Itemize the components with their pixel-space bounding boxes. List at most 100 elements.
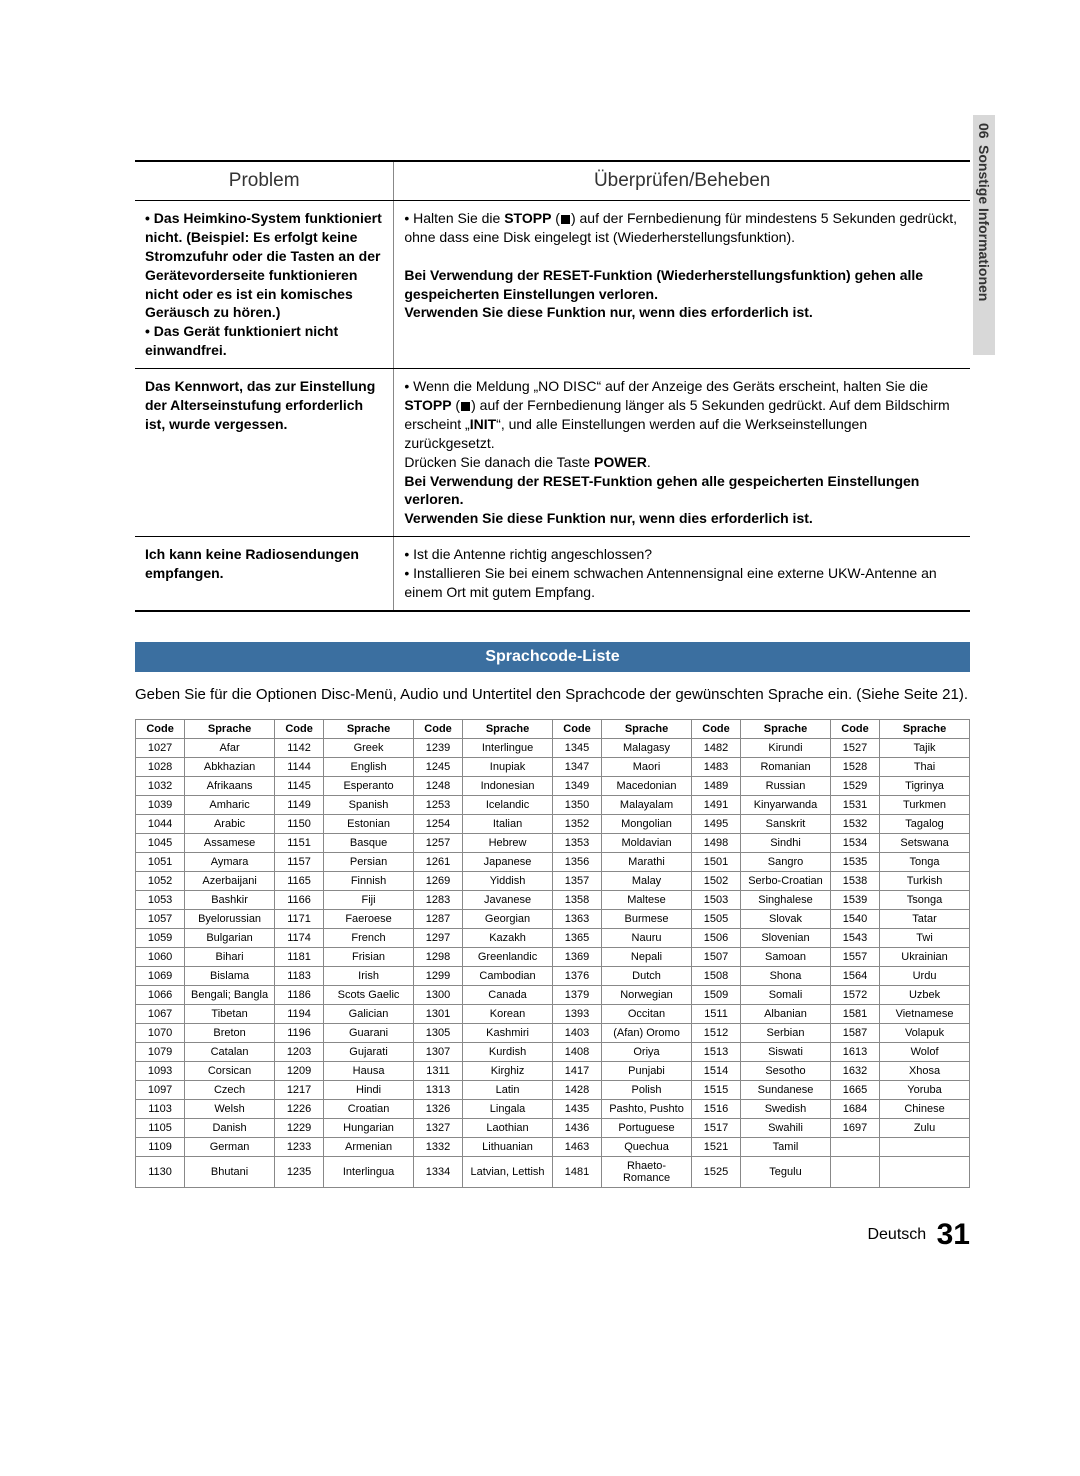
lang-name: Swahili [741, 1118, 831, 1137]
lang-code: 1665 [830, 1080, 879, 1099]
lang-code: 1352 [552, 814, 601, 833]
col-fix: Überprüfen/Beheben [394, 161, 970, 201]
lang-code: 1059 [136, 928, 185, 947]
language-list-header: Sprachcode-Liste [135, 642, 970, 672]
lang-name: Abkhazian [185, 757, 275, 776]
lang-code: 1209 [274, 1061, 323, 1080]
lang-code: 1481 [552, 1156, 601, 1187]
lang-code: 1393 [552, 1004, 601, 1023]
lang-name: Thai [880, 757, 970, 776]
lang-name: Punjabi [602, 1061, 692, 1080]
lang-code: 1070 [136, 1023, 185, 1042]
lang-name: Macedonian [602, 776, 692, 795]
lang-name: Gujarati [324, 1042, 414, 1061]
lang-code: 1528 [830, 757, 879, 776]
lang-name: Turkmen [880, 795, 970, 814]
lang-name: Nauru [602, 928, 692, 947]
lang-code: 1332 [413, 1137, 462, 1156]
lang-name: Bislama [185, 966, 275, 985]
lang-code: 1517 [691, 1118, 740, 1137]
lang-name: Ukrainian [880, 947, 970, 966]
lang-name: Tsonga [880, 890, 970, 909]
lang-name: Estonian [324, 814, 414, 833]
lang-code: 1093 [136, 1061, 185, 1080]
lang-head-code: Code [830, 719, 879, 738]
lang-name: Russian [741, 776, 831, 795]
lang-code: 1503 [691, 890, 740, 909]
lang-code: 1347 [552, 757, 601, 776]
lang-name: Chinese [880, 1099, 970, 1118]
lang-code: 1632 [830, 1061, 879, 1080]
lang-name: Malayalam [602, 795, 692, 814]
lang-code: 1051 [136, 852, 185, 871]
lang-code: 1572 [830, 985, 879, 1004]
lang-name: Maori [602, 757, 692, 776]
lang-code: 1489 [691, 776, 740, 795]
lang-head-lang: Sprache [741, 719, 831, 738]
lang-name [880, 1156, 970, 1187]
trouble-fix: • Wenn die Meldung „NO DISC“ auf der Anz… [394, 369, 970, 537]
lang-name: Czech [185, 1080, 275, 1099]
lang-code: 1483 [691, 757, 740, 776]
lang-code: 1261 [413, 852, 462, 871]
lang-name: Breton [185, 1023, 275, 1042]
lang-name: Bulgarian [185, 928, 275, 947]
lang-code: 1229 [274, 1118, 323, 1137]
lang-code: 1516 [691, 1099, 740, 1118]
lang-name: Welsh [185, 1099, 275, 1118]
lang-name: Tibetan [185, 1004, 275, 1023]
lang-name: Xhosa [880, 1061, 970, 1080]
lang-name: Afar [185, 738, 275, 757]
chapter-number: 06 [976, 123, 992, 139]
lang-name: Tagalog [880, 814, 970, 833]
lang-code: 1151 [274, 833, 323, 852]
chapter-title: Sonstige Informationen [976, 145, 992, 301]
lang-code: 1248 [413, 776, 462, 795]
lang-code: 1183 [274, 966, 323, 985]
lang-code: 1027 [136, 738, 185, 757]
lang-code: 1301 [413, 1004, 462, 1023]
lang-name: Icelandic [463, 795, 553, 814]
lang-code: 1105 [136, 1118, 185, 1137]
lang-code: 1358 [552, 890, 601, 909]
lang-name: Kirundi [741, 738, 831, 757]
lang-code: 1300 [413, 985, 462, 1004]
lang-name: Turkish [880, 871, 970, 890]
language-code-table: CodeSpracheCodeSpracheCodeSpracheCodeSpr… [135, 719, 970, 1188]
lang-name: Moldavian [602, 833, 692, 852]
lang-name: Sesotho [741, 1061, 831, 1080]
lang-code: 1044 [136, 814, 185, 833]
lang-name: Sangro [741, 852, 831, 871]
lang-code: 1287 [413, 909, 462, 928]
lang-name: Yoruba [880, 1080, 970, 1099]
lang-name: Siswati [741, 1042, 831, 1061]
lang-code: 1257 [413, 833, 462, 852]
lang-head-code: Code [552, 719, 601, 738]
lang-code: 1501 [691, 852, 740, 871]
lang-name: Nepali [602, 947, 692, 966]
lang-code: 1684 [830, 1099, 879, 1118]
lang-name: Mongolian [602, 814, 692, 833]
lang-name: Canada [463, 985, 553, 1004]
lang-code: 1254 [413, 814, 462, 833]
lang-code: 1144 [274, 757, 323, 776]
lang-name: Byelorussian [185, 909, 275, 928]
lang-name: Afrikaans [185, 776, 275, 795]
lang-name: Bashkir [185, 890, 275, 909]
lang-code: 1534 [830, 833, 879, 852]
lang-name: Esperanto [324, 776, 414, 795]
lang-name: French [324, 928, 414, 947]
lang-name: Albanian [741, 1004, 831, 1023]
lang-name: Basque [324, 833, 414, 852]
lang-name: Yiddish [463, 871, 553, 890]
lang-name: Uzbek [880, 985, 970, 1004]
lang-code: 1408 [552, 1042, 601, 1061]
lang-name: Arabic [185, 814, 275, 833]
lang-name: Kurdish [463, 1042, 553, 1061]
lang-name [880, 1137, 970, 1156]
lang-name: Kazakh [463, 928, 553, 947]
lang-code: 1463 [552, 1137, 601, 1156]
lang-code: 1253 [413, 795, 462, 814]
lang-name: Danish [185, 1118, 275, 1137]
trouble-problem: • Das Heimkino-System funktioniert nicht… [135, 201, 394, 369]
